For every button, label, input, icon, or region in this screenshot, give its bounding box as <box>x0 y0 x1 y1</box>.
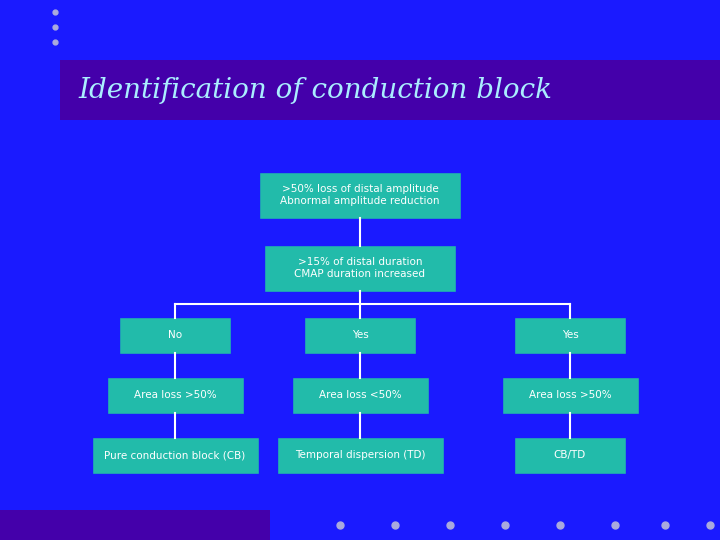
FancyBboxPatch shape <box>259 172 461 219</box>
FancyBboxPatch shape <box>91 436 258 474</box>
Text: Area loss >50%: Area loss >50% <box>528 390 611 400</box>
Text: >50% loss of distal amplitude
Abnormal amplitude reduction: >50% loss of distal amplitude Abnormal a… <box>280 184 440 206</box>
Bar <box>60 60 720 120</box>
FancyBboxPatch shape <box>514 436 626 474</box>
FancyBboxPatch shape <box>107 376 243 414</box>
Text: Yes: Yes <box>351 330 369 340</box>
Text: Identification of conduction block: Identification of conduction block <box>78 77 552 104</box>
FancyBboxPatch shape <box>292 376 428 414</box>
Text: No: No <box>168 330 182 340</box>
FancyBboxPatch shape <box>304 316 416 354</box>
Text: CB/TD: CB/TD <box>554 450 586 460</box>
FancyBboxPatch shape <box>502 376 639 414</box>
Text: Area loss >50%: Area loss >50% <box>134 390 216 400</box>
FancyBboxPatch shape <box>276 436 444 474</box>
Text: >15% of distal duration
CMAP duration increased: >15% of distal duration CMAP duration in… <box>294 257 426 279</box>
Text: Yes: Yes <box>562 330 578 340</box>
Text: Area loss <50%: Area loss <50% <box>319 390 401 400</box>
Text: Temporal dispersion (TD): Temporal dispersion (TD) <box>294 450 426 460</box>
FancyBboxPatch shape <box>119 316 231 354</box>
Bar <box>0 510 270 540</box>
FancyBboxPatch shape <box>514 316 626 354</box>
FancyBboxPatch shape <box>264 245 456 292</box>
Text: Pure conduction block (CB): Pure conduction block (CB) <box>104 450 246 460</box>
